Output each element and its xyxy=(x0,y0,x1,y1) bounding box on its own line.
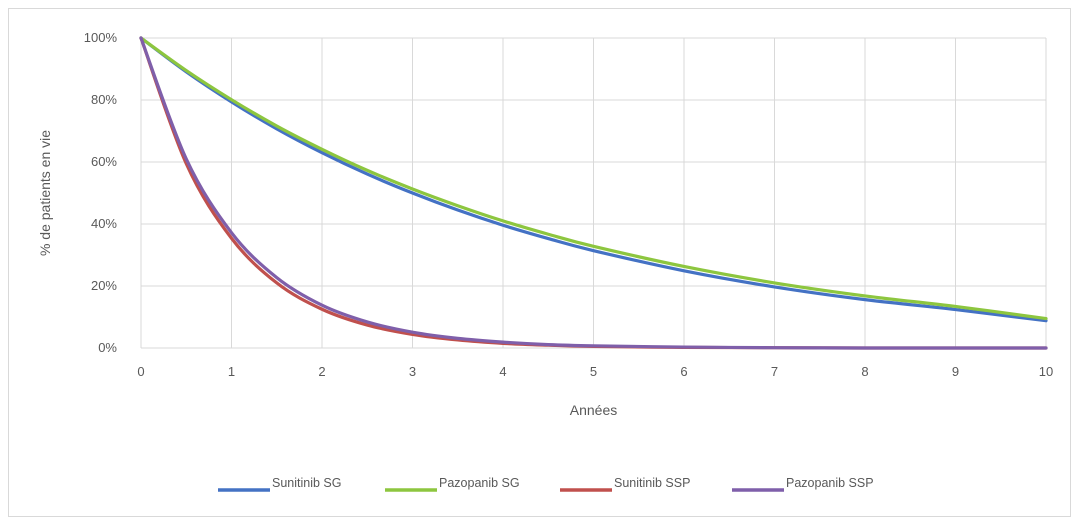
legend-label-sunitinib-sg: Sunitinib SG xyxy=(272,476,341,490)
x-tick-label: 7 xyxy=(771,364,778,379)
x-tick-label: 4 xyxy=(499,364,506,379)
series-line-pazopanib-sg xyxy=(139,36,1048,321)
series-lines xyxy=(139,36,1048,350)
x-tick-label: 9 xyxy=(952,364,959,379)
y-tick-labels: 0% 20% 40% 60% 80% 100% xyxy=(84,30,118,355)
series-line-pazopanib-ssp xyxy=(139,36,1048,350)
x-tick-label: 5 xyxy=(590,364,597,379)
y-tick-label: 40% xyxy=(91,216,117,231)
x-tick-label: 1 xyxy=(228,364,235,379)
legend: Sunitinib SG Pazopanib SG Sunitinib SSP Paz… xyxy=(218,476,874,492)
y-axis-title: % de patients en vie xyxy=(37,130,53,256)
x-tick-label: 2 xyxy=(318,364,325,379)
series-line-sunitinib-sg xyxy=(139,36,1048,323)
x-tick-label: 3 xyxy=(409,364,416,379)
y-tick-label: 60% xyxy=(91,154,117,169)
x-tick-label: 6 xyxy=(680,364,687,379)
legend-label-pazopanib-ssp: Pazopanib SSP xyxy=(786,476,874,490)
y-tick-label: 0% xyxy=(98,340,117,355)
gridlines xyxy=(140,37,1047,349)
legend-label-pazopanib-sg: Pazopanib SG xyxy=(439,476,520,490)
y-tick-label: 80% xyxy=(91,92,117,107)
x-axis-title: Années xyxy=(570,402,617,418)
y-tick-label: 20% xyxy=(91,278,117,293)
chart-frame xyxy=(8,8,1071,517)
x-tick-labels: 0 1 2 3 4 5 6 7 8 9 10 xyxy=(137,364,1053,379)
x-tick-label: 10 xyxy=(1039,364,1053,379)
x-tick-label: 8 xyxy=(861,364,868,379)
legend-label-sunitinib-ssp: Sunitinib SSP xyxy=(614,476,690,490)
y-tick-label: 100% xyxy=(84,30,118,45)
x-tick-label: 0 xyxy=(137,364,144,379)
